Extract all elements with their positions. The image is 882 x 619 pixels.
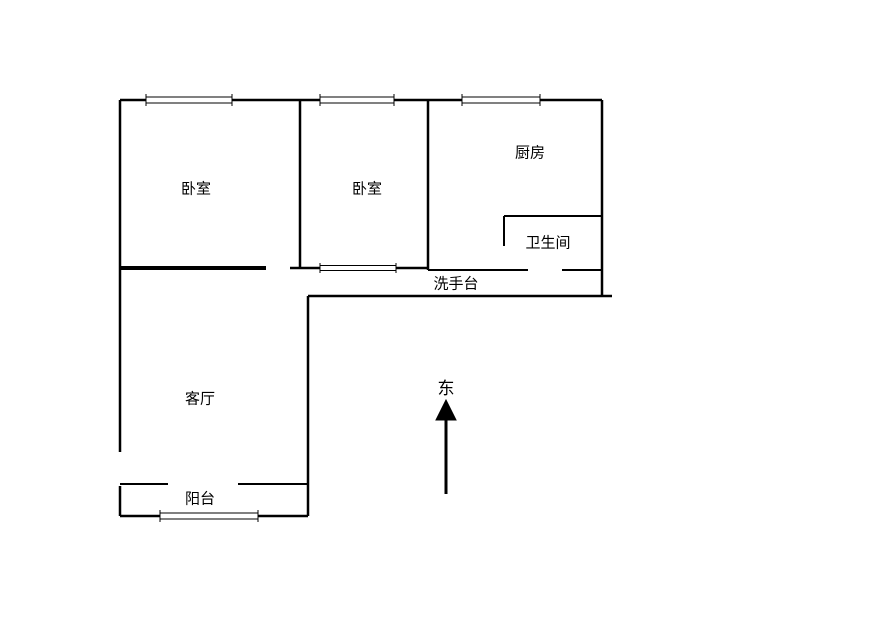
window-bottom [160,510,258,522]
door-bed2 [320,263,396,273]
label-balcony: 阳台 [185,490,215,507]
label-bedroom2: 卧室 [352,180,382,197]
compass-arrow-icon [436,400,456,494]
window-top-3 [462,94,540,106]
floorplan: 卧室 卧室 厨房 卫生间 洗手台 客厅 阳台 东 [0,0,882,619]
label-living: 客厅 [185,390,215,407]
wall-corridor [308,296,612,484]
label-washstand: 洗手台 [433,275,478,292]
window-top-1 [146,94,232,106]
window-top-2 [320,94,394,106]
label-bathroom: 卫生间 [525,234,570,251]
compass-label: 东 [438,379,455,398]
label-kitchen: 厨房 [515,144,545,161]
label-bedroom1: 卧室 [181,180,211,197]
